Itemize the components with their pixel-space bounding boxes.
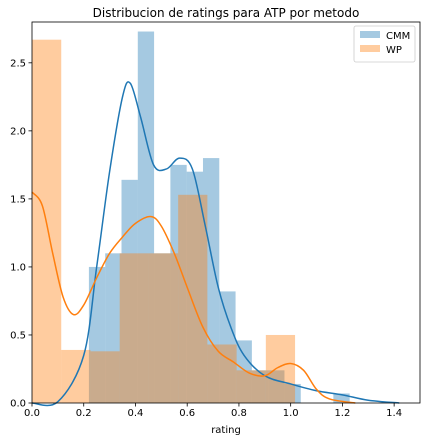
- cmm-histogram-bar: [105, 253, 122, 403]
- wp-histogram-bar: [265, 334, 296, 403]
- plot-frame: [31, 21, 421, 404]
- legend-swatch-wp: [360, 45, 380, 52]
- cmm-histogram-bar: [202, 158, 220, 403]
- cmm-kde-line: [31, 81, 400, 407]
- legend-box: [353, 25, 416, 63]
- wp-histogram-bar: [236, 370, 266, 403]
- cmm-histogram-bar: [154, 253, 171, 403]
- x-tick-label: 0.2: [76, 408, 92, 419]
- cmm-histogram-bar: [219, 291, 236, 403]
- legend-label-cmm: CMM: [386, 31, 410, 42]
- x-tick-label: 0.6: [179, 408, 195, 419]
- cmm-histogram-bar: [121, 179, 138, 403]
- wp-histogram-bar: [119, 253, 149, 403]
- chart-title: Distribucion de ratings para ATP por met…: [93, 6, 360, 20]
- wp-kde-line: [31, 191, 356, 404]
- wp-histogram-bar: [90, 351, 120, 403]
- x-tick-label: 0.0: [24, 408, 40, 419]
- cmm-histogram-bar: [251, 370, 269, 403]
- x-tick-label: 1.2: [334, 408, 350, 419]
- y-tick-label: 0.0: [10, 399, 26, 410]
- y-tick-label: 0.5: [10, 330, 26, 341]
- legend-label-wp: WP: [386, 45, 402, 56]
- y-tick-label: 2.5: [10, 58, 26, 69]
- wp-histogram-bar: [148, 253, 179, 403]
- y-axis-ticks: 0.0 0.5 1.0 1.5 2.0 2.5: [10, 58, 32, 410]
- cmm-histogram-bar: [333, 393, 350, 403]
- x-axis-ticks: 0.0 0.2 0.4 0.6 0.8 1.0 1.2 1.4: [24, 403, 402, 419]
- x-tick-label: 0.4: [128, 408, 144, 419]
- y-tick-label: 1.5: [10, 194, 26, 205]
- wp-histogram-bar: [178, 194, 208, 403]
- x-tick-label: 1.0: [283, 408, 299, 419]
- plot-area: [31, 31, 400, 407]
- x-tick-label: 0.8: [231, 408, 247, 419]
- legend: CMM WP: [353, 25, 416, 63]
- y-tick-label: 2.0: [10, 126, 26, 137]
- cmm-histogram-bar: [186, 171, 203, 403]
- cmm-histogram-bar: [235, 340, 252, 403]
- y-tick-label: 1.0: [10, 262, 26, 273]
- x-axis-label: rating: [211, 425, 241, 436]
- legend-swatch-cmm: [360, 31, 380, 38]
- x-tick-label: 1.4: [386, 408, 402, 419]
- cmm-histogram-bar: [284, 383, 301, 403]
- wp-histogram-bars: [32, 39, 296, 404]
- cmm-histogram-bar: [170, 164, 187, 403]
- wp-histogram-bar: [207, 344, 237, 403]
